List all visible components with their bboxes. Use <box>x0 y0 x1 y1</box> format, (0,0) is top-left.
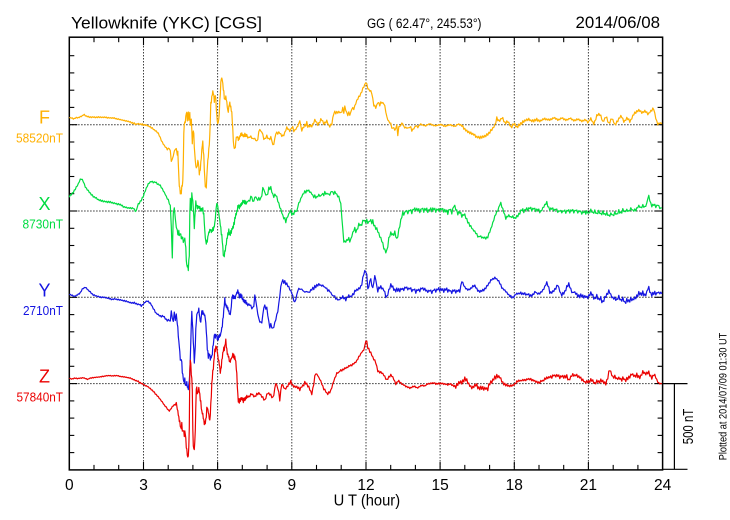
svg-text:3: 3 <box>139 477 148 494</box>
svg-text:Z: Z <box>39 367 50 387</box>
svg-text:12: 12 <box>357 477 374 494</box>
svg-text:58520nT: 58520nT <box>16 130 63 145</box>
svg-text:2014/06/08: 2014/06/08 <box>576 13 661 32</box>
svg-text:F: F <box>39 108 50 128</box>
svg-text:0: 0 <box>65 477 74 494</box>
svg-text:21: 21 <box>580 477 597 494</box>
svg-text:6: 6 <box>213 477 222 494</box>
svg-text:18: 18 <box>506 477 523 494</box>
svg-text:57840nT: 57840nT <box>17 389 64 404</box>
svg-text:9: 9 <box>287 477 296 494</box>
svg-text:X: X <box>38 194 50 214</box>
svg-text:8730nT: 8730nT <box>23 217 64 232</box>
svg-text:500 nT: 500 nT <box>680 409 697 445</box>
svg-text:Plotted at 2014/07/09 01:30 UT: Plotted at 2014/07/09 01:30 UT <box>718 333 730 461</box>
svg-text:GG ( 62.47°, 245.53°): GG ( 62.47°, 245.53°) <box>367 16 482 31</box>
svg-text:Y: Y <box>38 280 50 300</box>
svg-text:24: 24 <box>654 477 672 494</box>
svg-text:U T (hour): U T (hour) <box>334 493 401 510</box>
svg-text:15: 15 <box>431 477 448 494</box>
svg-text:2710nT: 2710nT <box>23 303 63 318</box>
svg-text:Yellowknife (YKC) [CGS]: Yellowknife (YKC) [CGS] <box>71 13 262 32</box>
